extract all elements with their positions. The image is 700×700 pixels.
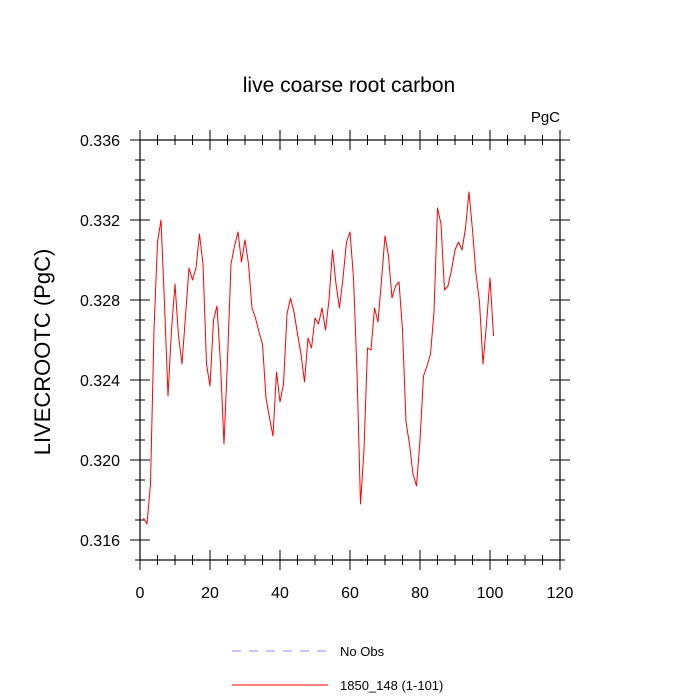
chart-title: live coarse root carbon [243, 74, 455, 97]
legend-label-series: 1850_148 (1-101) [340, 678, 443, 693]
x-tick-label: 0 [136, 585, 145, 602]
series-line [143, 191, 494, 525]
x-tick-label: 120 [547, 585, 574, 602]
x-tick-label: 20 [201, 585, 219, 602]
legend-label-no-obs: No Obs [340, 644, 385, 659]
x-tick-label: 100 [477, 585, 504, 602]
y-axis-label: LIVECROOTC (PgC) [30, 249, 55, 456]
x-tick-label: 60 [341, 585, 359, 602]
y-tick-labels: 0.316 0.320 0.324 0.328 0.332 0.336 [80, 133, 120, 550]
units-label: PgC [531, 109, 560, 126]
series-layer [143, 191, 494, 525]
y-tick-label: 0.336 [80, 133, 120, 150]
y-tick-label: 0.316 [80, 533, 120, 550]
x-tick-label: 40 [271, 585, 289, 602]
y-tick-label: 0.320 [80, 453, 120, 470]
x-tick-label: 80 [411, 585, 429, 602]
x-tick-labels: 0 20 40 60 80 100 120 [136, 585, 574, 602]
plot-frame [139, 139, 561, 561]
y-tick-label: 0.328 [80, 293, 120, 310]
legend: No Obs 1850_148 (1-101) [232, 644, 443, 693]
axis-ticks [130, 130, 570, 570]
y-tick-label: 0.332 [80, 213, 120, 230]
y-tick-label: 0.324 [80, 373, 120, 390]
